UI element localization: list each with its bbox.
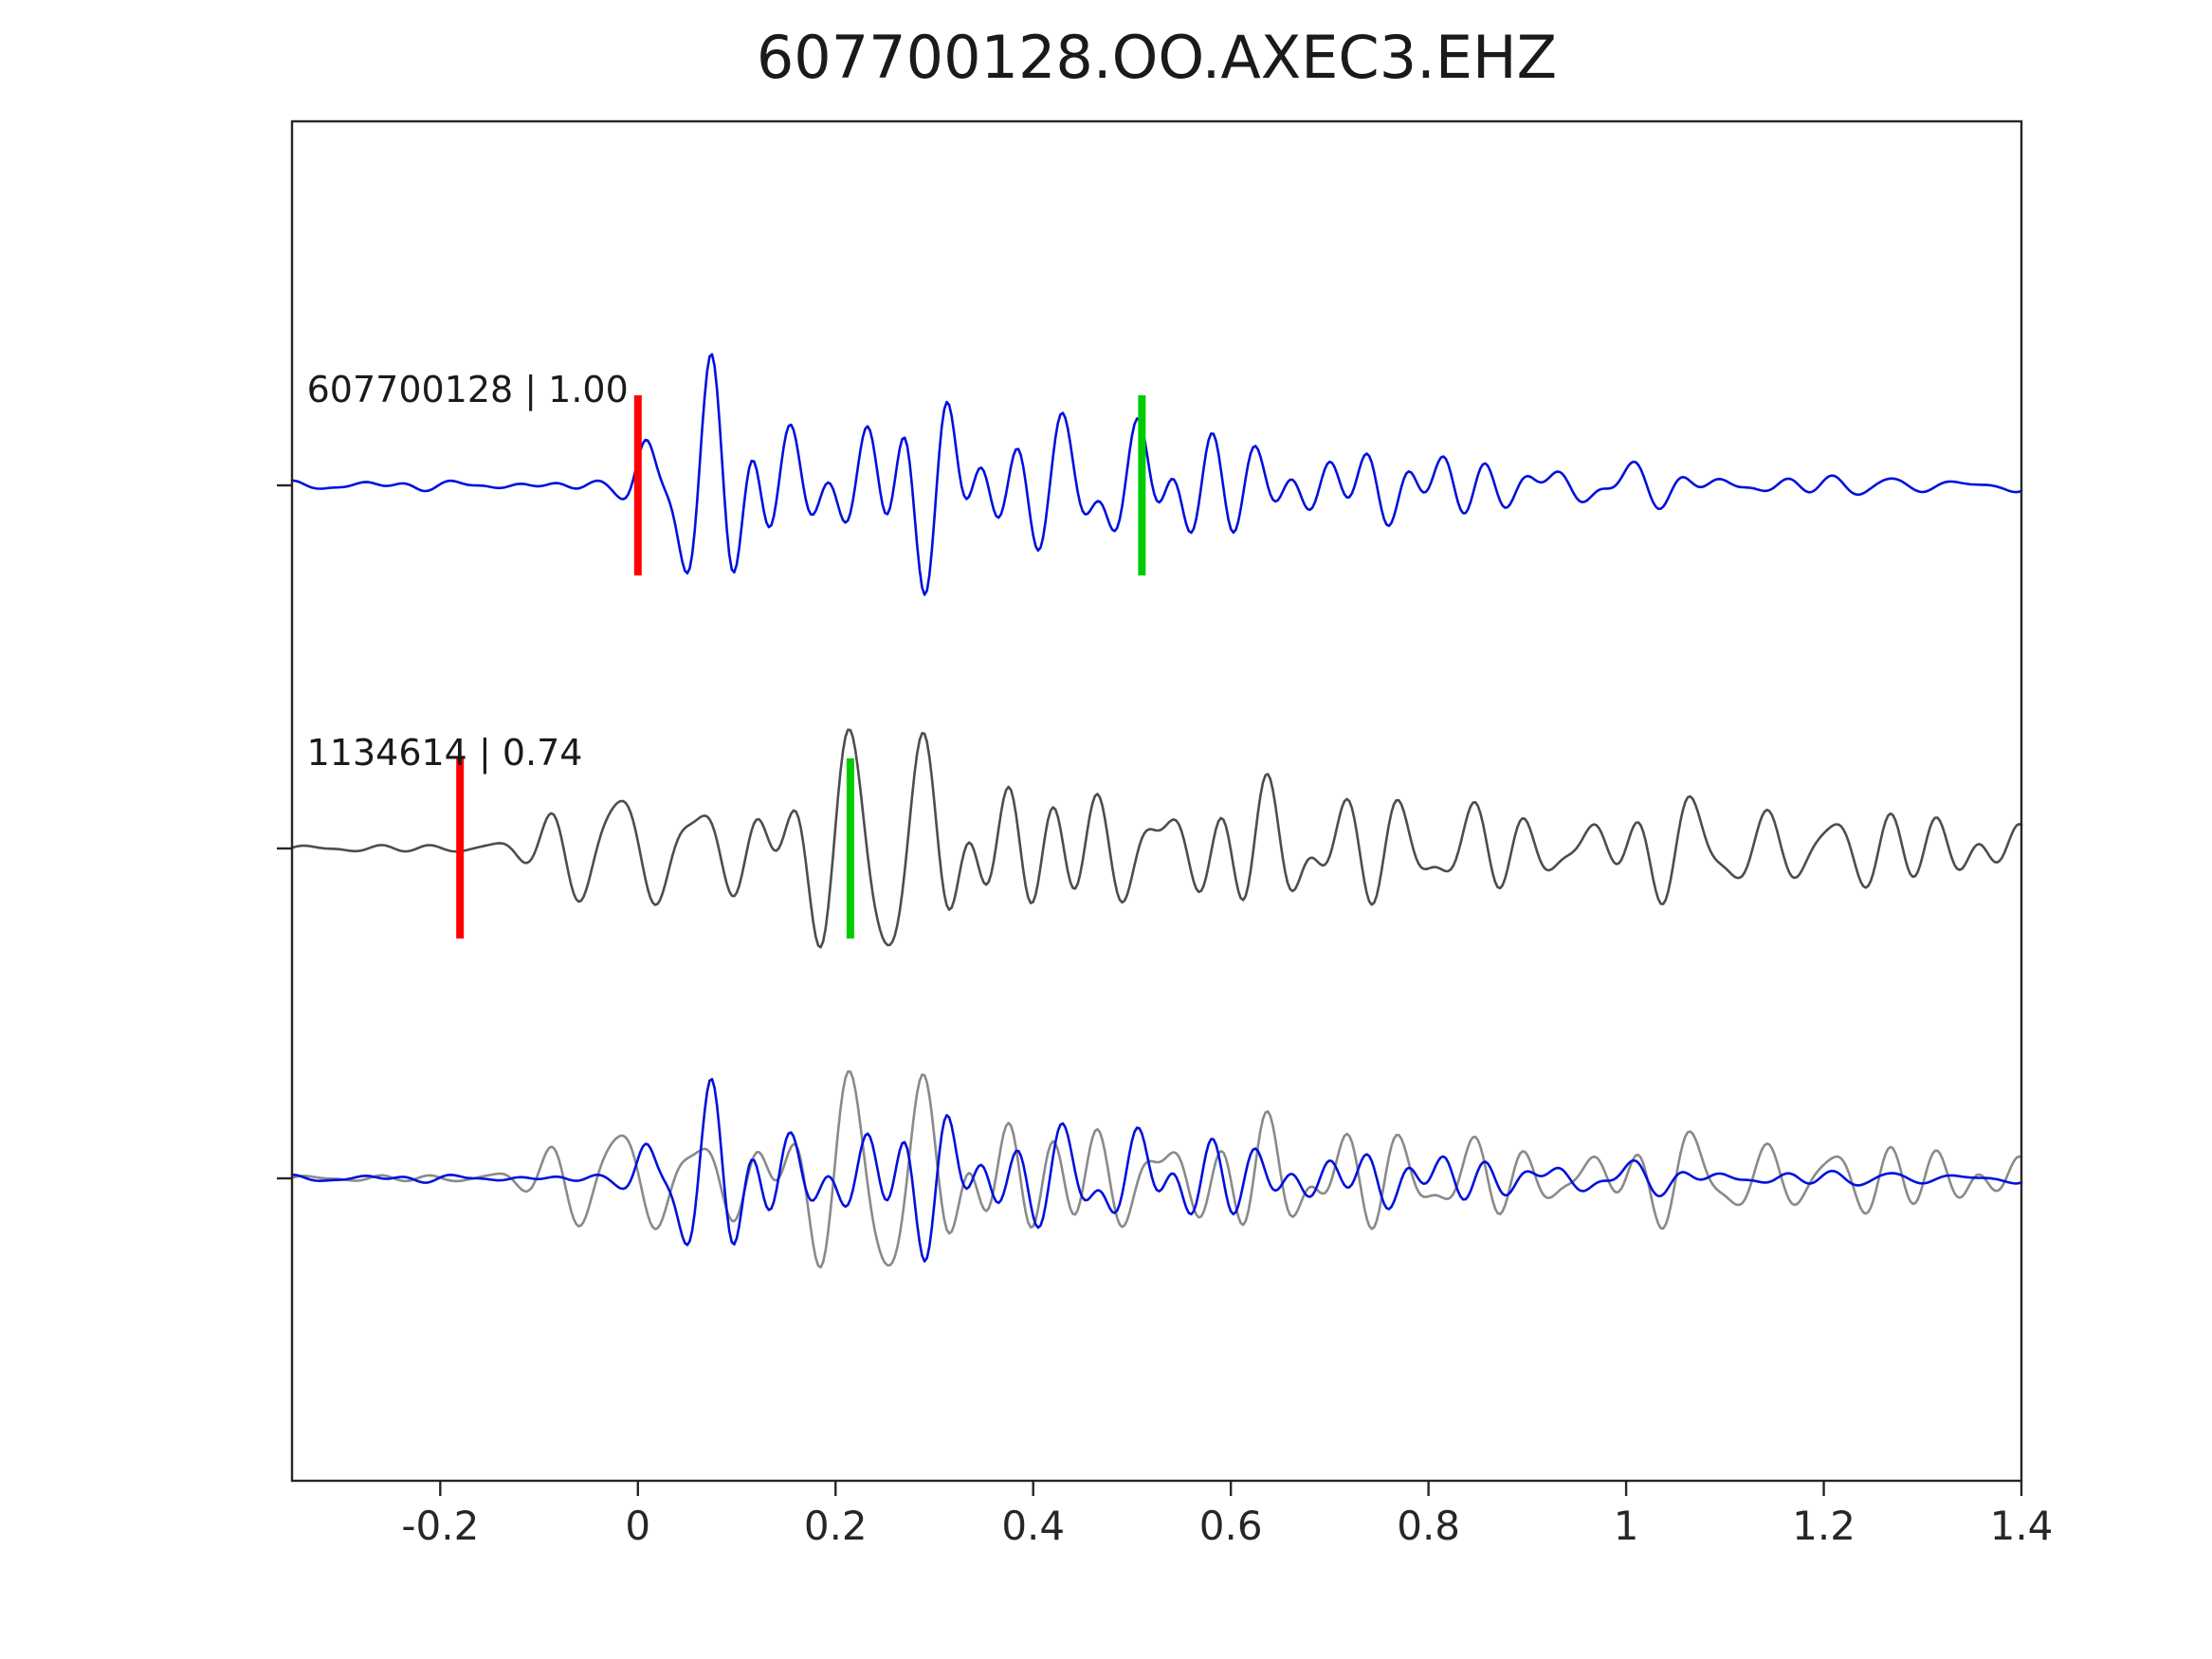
x-tick-label: 1.2 — [1792, 1503, 1856, 1549]
plot-area: 607700128 | 1.00 1134614 | 0.74 -0.2 0 0.2 0.… — [277, 119, 2054, 1549]
trace-label-detection-1134614: 1134614 | 0.74 — [307, 732, 583, 775]
x-tick-label: 0.6 — [1199, 1503, 1263, 1549]
plot-title: 607700128.OO.AXEC3.EHZ — [757, 23, 1557, 92]
waveform-detection-1134614 — [290, 728, 2023, 949]
x-tick-label: 0.4 — [1001, 1503, 1065, 1549]
axes-frame — [290, 119, 2023, 1483]
trace-label-template-607700128: 607700128 | 1.00 — [307, 369, 629, 411]
waveform-overlay-gray — [290, 1070, 2023, 1269]
x-tick-label: 0 — [625, 1503, 650, 1549]
waveform-overlay-blue — [290, 1078, 2023, 1263]
waveform-template-607700128 — [290, 353, 2023, 596]
x-tick-label: 1.4 — [1990, 1503, 2054, 1549]
x-tick-label: 0.2 — [804, 1503, 868, 1549]
x-tick-label: 0.8 — [1397, 1503, 1460, 1549]
x-tick-label: -0.2 — [401, 1503, 479, 1549]
x-tick-label: 1 — [1614, 1503, 1639, 1549]
